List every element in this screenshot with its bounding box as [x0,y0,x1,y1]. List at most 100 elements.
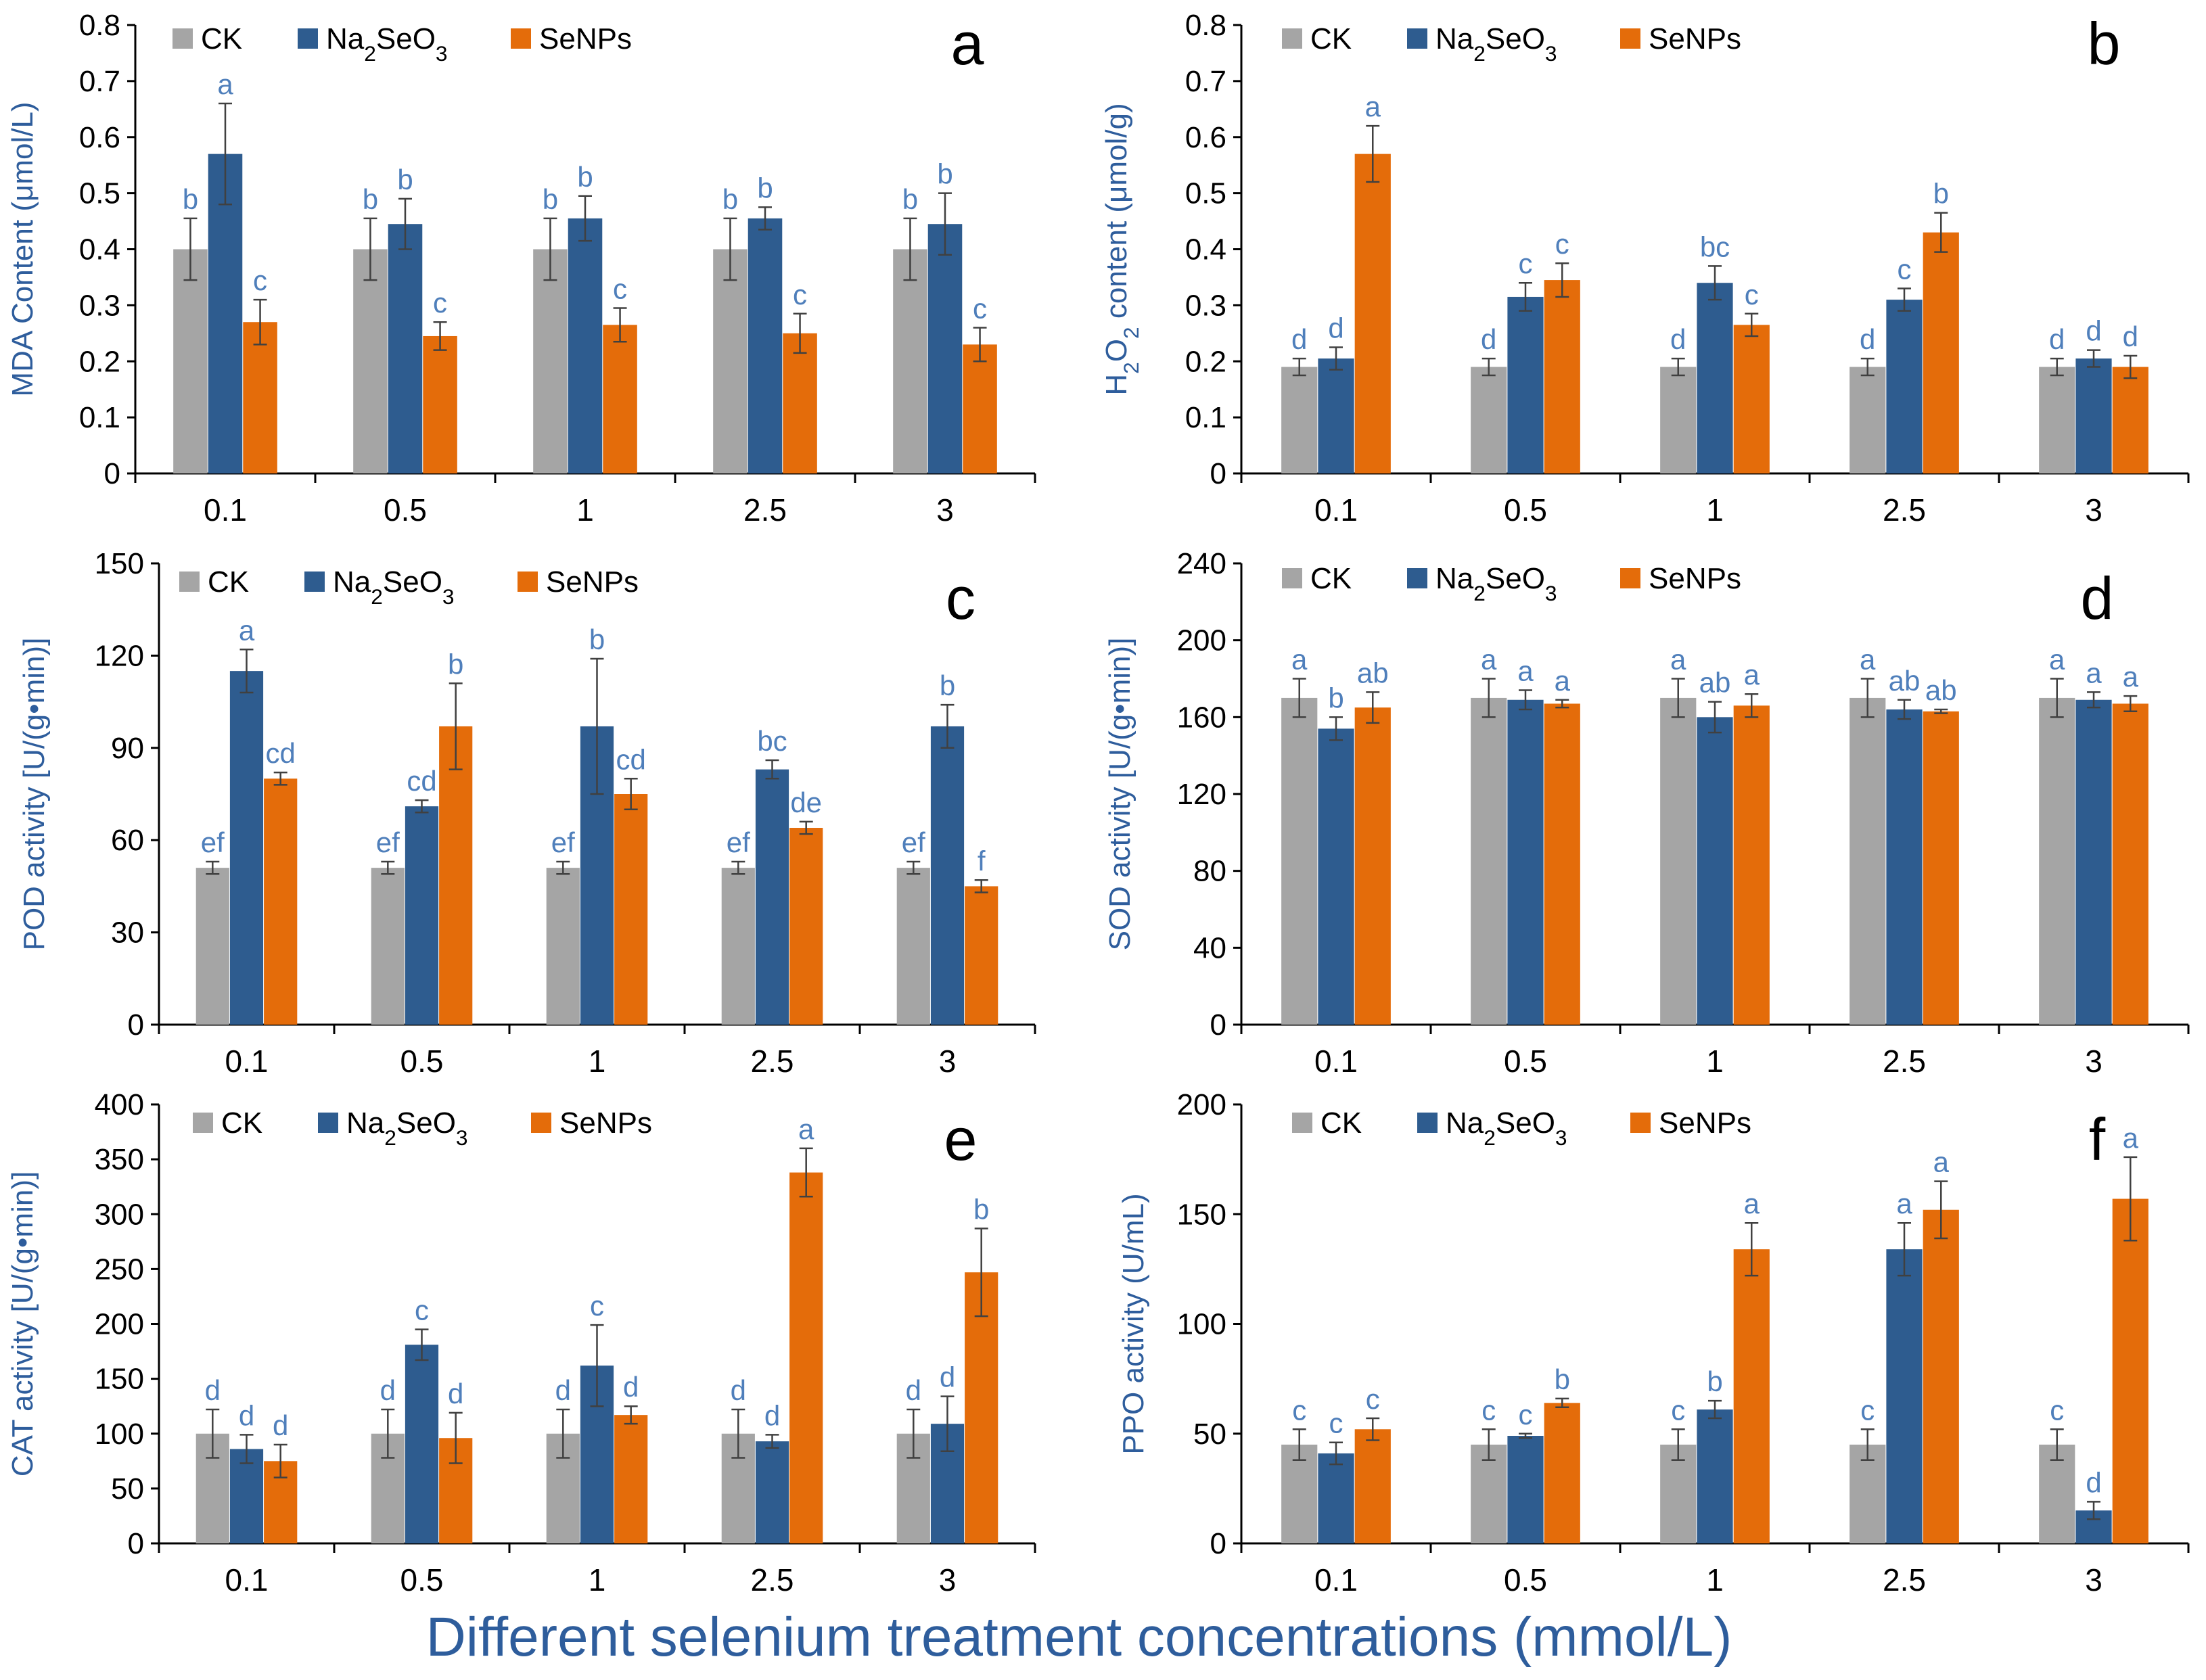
panel-b-y-tick-label: 0.2 [1185,345,1226,378]
legend-c-SeNPs: SeNPs [518,565,639,599]
bar-a-SeNPs-0.1 [243,322,277,473]
sig-letter-d-CK-1: a [1670,644,1686,676]
panel-letter-c: c [946,565,975,632]
panel-e-x-tick-label: 2.5 [751,1562,794,1597]
bar-e-SeNPs-1 [614,1415,648,1543]
panel-c-y-tick-label: 60 [111,824,144,857]
panel-e-y-tick-label: 0 [128,1527,144,1560]
bar-f-CK-3 [2039,1444,2075,1543]
bar-d-Na2SeO3-0.1 [1318,728,1354,1025]
panel-a-y-tick-label: 0.4 [79,233,120,266]
sig-letter-a-CK-0.1: b [183,183,198,215]
panel-f-y-tick-label: 50 [1193,1418,1226,1451]
sig-letter-c-Na2SeO3-0.1: a [239,614,255,646]
panel-e-x-tick-label: 0.1 [225,1562,269,1597]
panel-f-x-tick-label: 0.5 [1504,1562,1547,1597]
panel-d-y-axis-label: SOD activity [U/(g•min)] [1103,638,1136,951]
sig-letter-f-SeNPs-0.1: c [1366,1383,1380,1415]
sig-letter-c-CK-1: ef [551,826,575,858]
legend-label: SeNPs [539,22,632,55]
bar-d-CK-2.5 [1849,697,1886,1025]
bar-b-Na2SeO3-1 [1697,283,1733,473]
legend-d-Na2SeO3: Na2SeO3 [1407,562,1557,605]
bar-a-Na2SeO3-0.5 [388,224,423,473]
sig-letter-a-SeNPs-3: c [973,293,987,325]
bar-b-SeNPs-1 [1733,325,1770,473]
sig-letter-f-Na2SeO3-3: d [2086,1466,2101,1498]
sig-letter-f-SeNPs-0.5: b [1555,1363,1570,1395]
legend-e-Na2SeO3: Na2SeO3 [318,1106,468,1150]
sig-letter-e-Na2SeO3-2.5: d [764,1399,780,1431]
sig-letter-e-SeNPs-0.1: d [273,1409,288,1441]
panel-e-y-tick-label: 50 [111,1472,144,1506]
bar-f-CK-0.5 [1471,1444,1507,1543]
bar-e-Na2SeO3-0.5 [405,1345,439,1543]
legend-b-Na2SeO3: Na2SeO3 [1407,22,1557,66]
panel-f-y-tick-label: 0 [1210,1527,1226,1560]
sig-letter-f-CK-0.1: c [1292,1394,1306,1426]
bar-a-CK-0.5 [353,249,388,473]
panel-b: 00.10.20.30.40.50.60.70.80.1 0.5 1 2.5 3d d d d… [1100,9,2190,528]
bar-b-CK-0.5 [1471,367,1507,473]
legend-swatch [1417,1113,1438,1133]
legend-b-SeNPs: SeNPs [1620,22,1741,55]
bar-d-CK-0.5 [1471,697,1507,1025]
legend-d-CK: CK [1282,562,1352,595]
panel-f-y-tick-label: 200 [1177,1088,1226,1121]
legend-label: Na2SeO3 [333,565,455,609]
sig-letter-a-CK-3: b [902,183,918,215]
panel-c-y-axis-label: POD activity [U/(g•min)] [18,638,51,951]
bar-d-SeNPs-2.5 [1923,711,1959,1025]
sig-letter-a-CK-0.5: b [363,183,378,215]
sig-letter-e-CK-0.5: d [380,1374,396,1406]
sig-letter-a-Na2SeO3-2.5: b [757,172,773,204]
bar-b-Na2SeO3-0.1 [1318,358,1354,473]
bar-a-SeNPs-3 [963,344,997,473]
panel-a-y-tick-label: 0.2 [79,345,120,378]
panel-c-x-tick-label: 2.5 [751,1044,794,1079]
sig-letter-c-SeNPs-3: f [978,845,986,877]
panel-c-x-tick-label: 3 [939,1044,957,1079]
bar-c-SeNPs-3 [965,886,998,1025]
panel-c-x-tick-label: 1 [589,1044,606,1079]
legend-label: Na2SeO3 [1435,562,1557,605]
panel-b-x-tick-label: 0.5 [1504,492,1547,528]
legend-swatch [179,571,200,592]
legend-label: CK [201,22,242,55]
sig-letter-b-SeNPs-1: c [1745,279,1759,310]
panel-letter-a: a [951,10,984,77]
bar-b-CK-1 [1660,367,1697,473]
panel-b-y-tick-label: 0 [1210,457,1226,490]
sig-letter-f-Na2SeO3-0.5: c [1519,1399,1533,1430]
panel-letter-b: b [2088,10,2121,77]
sig-letter-e-SeNPs-2.5: a [798,1113,814,1145]
panel-a: 00.10.20.30.40.50.60.70.80.1 0.5 1 2.5 3b b b b… [6,9,1036,528]
sig-letter-d-SeNPs-0.1: ab [1357,657,1389,689]
panel-b-y-tick-label: 0.8 [1185,9,1226,42]
sig-letter-a-SeNPs-0.5: c [433,287,447,319]
sig-letter-b-SeNPs-3: d [2123,321,2138,352]
panel-e-y-axis-label: CAT activity [U/(g•min)] [6,1171,39,1476]
legend-label: Na2SeO3 [1446,1106,1567,1150]
bar-b-SeNPs-0.5 [1544,280,1580,473]
panel-f-x-tick-label: 1 [1706,1562,1724,1597]
sig-letter-f-Na2SeO3-1: b [1707,1366,1722,1397]
panel-a-y-tick-label: 0.8 [79,9,120,42]
sig-letter-d-SeNPs-2.5: ab [1925,674,1957,706]
bar-a-Na2SeO3-2.5 [748,218,783,473]
panel-b-x-tick-label: 3 [2085,492,2102,528]
sig-letter-c-CK-0.5: ef [376,826,400,858]
panel-d-x-tick-label: 0.5 [1504,1044,1547,1079]
bar-d-SeNPs-0.5 [1544,703,1580,1025]
legend-label: SeNPs [1649,22,1741,55]
legend-label: SeNPs [559,1106,652,1140]
sig-letter-b-CK-3: d [2049,323,2065,355]
legend-label: Na2SeO3 [326,22,448,66]
sig-letter-e-Na2SeO3-3: d [940,1361,955,1393]
bar-d-Na2SeO3-1 [1697,717,1733,1025]
sig-letter-e-CK-3: d [906,1374,921,1406]
sig-letter-b-SeNPs-0.1: a [1365,91,1381,122]
panel-e-y-tick-label: 400 [95,1088,144,1121]
